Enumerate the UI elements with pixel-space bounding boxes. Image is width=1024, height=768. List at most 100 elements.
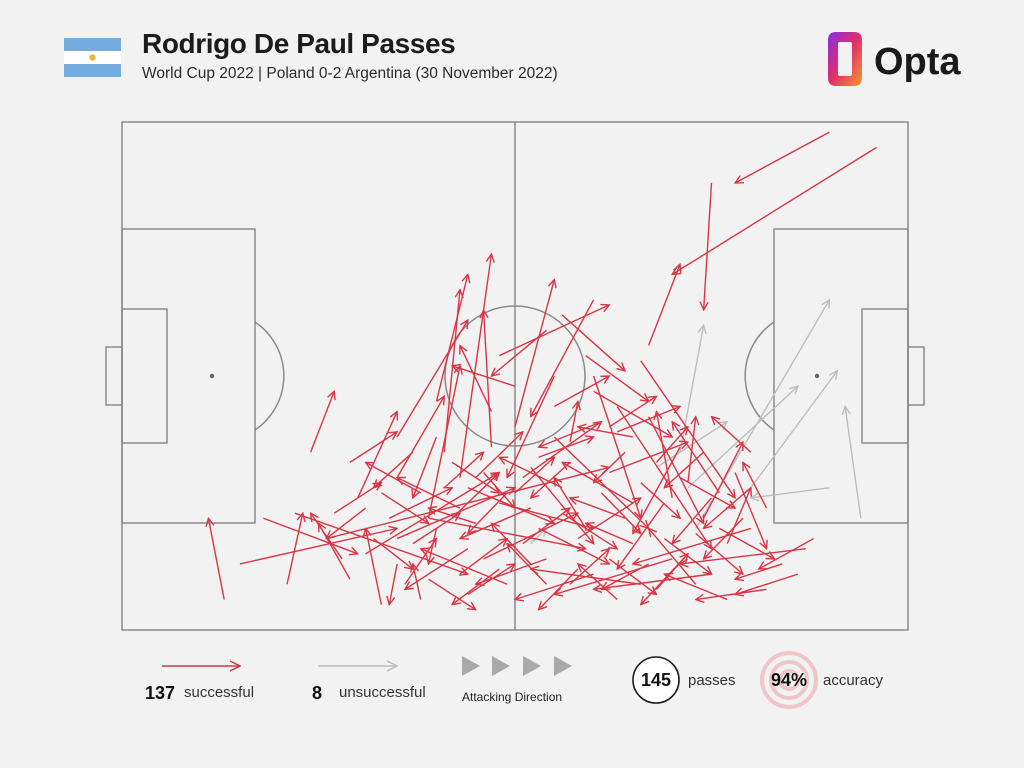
successful-pass-arrow <box>680 548 806 564</box>
successful-pass-arrow <box>428 578 476 609</box>
successful-pass-arrow <box>679 476 735 508</box>
direction-triangle-icon <box>462 656 480 676</box>
successful-pass-arrow <box>743 462 768 509</box>
successful-pass-arrow <box>239 528 397 565</box>
direction-triangle-icon <box>492 656 510 676</box>
successful-pass-arrow <box>585 355 649 402</box>
legend-graphics <box>162 651 818 709</box>
attacking-direction-label: Attacking Direction <box>462 690 563 704</box>
successful-pass-arrow <box>514 279 554 427</box>
successful-pass-arrow <box>664 574 728 601</box>
successful-pass-arrow <box>735 573 799 594</box>
successful-pass-arrow <box>522 508 570 545</box>
successful-pass-arrow <box>429 508 476 524</box>
successful-pass-arrow <box>578 564 618 601</box>
successful-pass-arrow <box>498 305 609 357</box>
successful-pass-arrow <box>578 427 634 438</box>
successful-pass-arrow <box>759 537 815 569</box>
successful-pass-arrow <box>208 518 225 600</box>
successful-pass-arrow <box>561 512 617 549</box>
successful-pass-arrow <box>539 568 579 610</box>
unsuccessful-pass-arrow <box>750 371 837 489</box>
successful-count: 137 <box>145 683 176 703</box>
successful-pass-arrow <box>569 401 578 443</box>
successful-pass-arrow <box>374 451 414 488</box>
unsuccessful-pass-arrow <box>679 325 704 453</box>
opta-logo-text: Opta <box>874 41 961 83</box>
successful-pass-arrow <box>553 436 648 528</box>
successful-pass-arrow <box>640 482 680 519</box>
successful-pass-arrow <box>452 366 516 387</box>
successful-pass-arrow <box>366 528 383 605</box>
left-goal <box>105 346 123 406</box>
successful-pass-arrow <box>696 588 767 599</box>
successful-pass-arrow <box>672 422 720 494</box>
successful-pass-arrow <box>695 532 743 574</box>
successful-pass-arrow <box>427 366 460 519</box>
unsuccessful-pass-arrow <box>845 406 862 519</box>
successful-pass-arrow <box>515 573 594 599</box>
successful-pass-arrow <box>388 488 452 519</box>
successful-pass-arrow <box>616 406 680 433</box>
successful-pass-arrow <box>484 310 493 448</box>
successful-pass-arrow <box>381 492 428 523</box>
right-penalty-arc <box>744 321 775 431</box>
successful-pass-arrow <box>570 498 626 519</box>
successful-pass-arrow <box>413 436 438 498</box>
successful-pass-arrow <box>396 396 444 478</box>
successful-pass-arrow <box>655 554 687 590</box>
successful-pass-arrow <box>514 457 554 494</box>
pass-map-pitch <box>105 121 925 631</box>
successful-pass-arrow <box>389 563 398 605</box>
successful-pass-arrow <box>468 492 508 534</box>
successful-pass-arrow <box>594 573 712 589</box>
successful-pass-arrow <box>309 391 335 453</box>
successful-pass-arrow <box>539 421 602 447</box>
successful-pass-arrow <box>357 412 397 499</box>
successful-pass-arrow <box>483 513 578 560</box>
successful-pass-arrow <box>467 487 554 524</box>
successful-pass-arrow <box>451 461 499 492</box>
successful-pass-arrow <box>735 563 783 579</box>
right-six-yard-box <box>861 308 909 444</box>
successful-pass-arrow <box>475 432 523 479</box>
successful-pass-arrow <box>507 375 555 478</box>
successful-pass-arrow <box>554 478 587 529</box>
successful-pass-arrow <box>286 513 303 585</box>
successful-pass-arrow <box>553 376 609 408</box>
flag-stripe-bottom <box>64 64 121 77</box>
successful-pass-arrow <box>349 432 397 463</box>
successful-pass-arrow <box>412 513 460 545</box>
successful-pass-arrow <box>405 548 469 590</box>
successful-pass-arrow <box>704 487 752 529</box>
flag-sun-icon <box>89 54 96 61</box>
successful-pass-arrow <box>443 452 483 489</box>
successful-label: successful <box>184 684 255 701</box>
successful-pass-arrow <box>531 461 571 498</box>
successful-pass-arrow <box>561 314 625 371</box>
successful-pass-arrow <box>672 497 713 544</box>
successful-pass-arrow <box>396 320 468 438</box>
successful-pass-arrow <box>443 290 460 453</box>
successful-pass-arrow <box>326 507 367 538</box>
unsuccessful-label: unsuccessful <box>339 684 426 701</box>
successful-pass-arrow <box>404 539 436 585</box>
successful-pass-arrow <box>451 473 499 519</box>
successful-pass-arrow <box>428 517 586 548</box>
successful-pass-arrow <box>554 558 673 595</box>
successful-pass-arrow <box>476 558 547 584</box>
left-six-yard-box <box>121 308 168 444</box>
successful-pass-arrow <box>655 427 687 463</box>
accuracy-value: 94% <box>770 670 808 690</box>
successful-pass-arrow <box>460 346 493 412</box>
successful-pass-arrow <box>647 416 704 524</box>
unsuccessful-count: 8 <box>312 683 323 703</box>
argentina-flag <box>64 38 121 77</box>
successful-pass-arrow <box>647 264 680 346</box>
successful-pass-arrow <box>507 544 547 585</box>
successful-pass-arrow <box>577 498 641 540</box>
successful-pass-arrow <box>617 502 665 569</box>
successful-pass-arrow <box>616 406 711 548</box>
left-penalty-arc <box>254 321 285 431</box>
successful-pass-arrow <box>735 131 830 183</box>
